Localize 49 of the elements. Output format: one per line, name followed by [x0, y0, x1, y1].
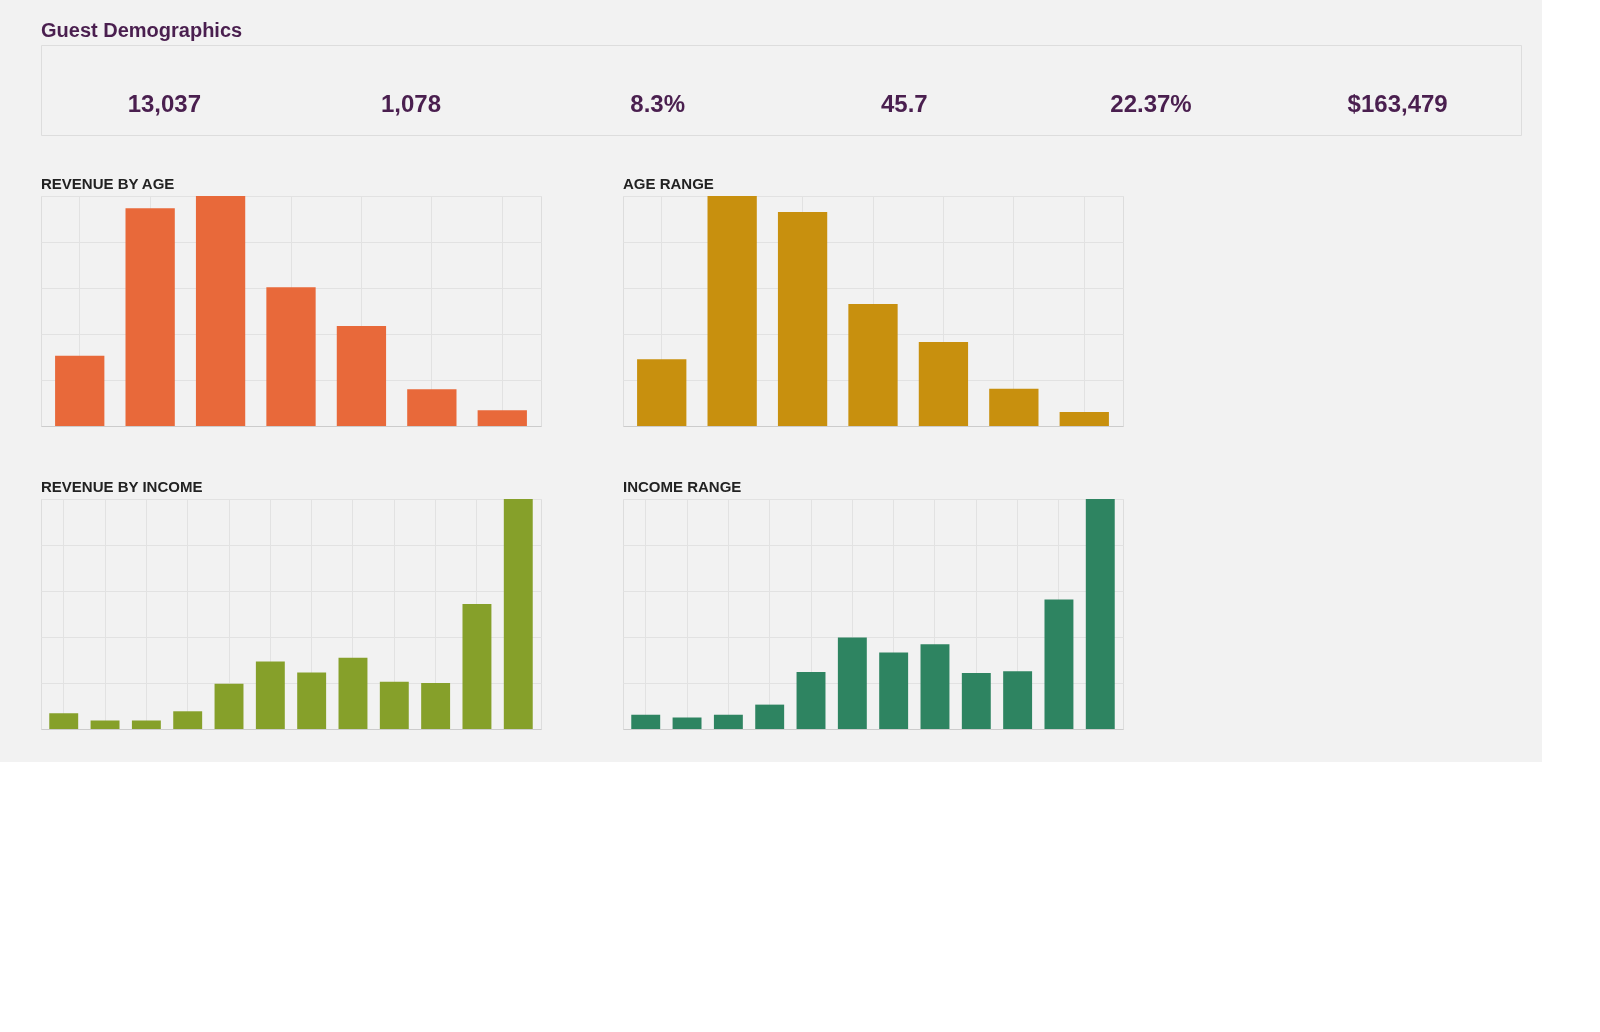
bar — [55, 355, 105, 426]
bar — [173, 711, 203, 729]
text: Guest Demographics — [41, 19, 243, 41]
bar — [1003, 671, 1033, 729]
bar — [989, 388, 1039, 426]
bar — [462, 604, 492, 729]
bar — [297, 672, 327, 729]
chart-title: REVENUE BY AGE — [41, 175, 175, 192]
bar — [713, 714, 743, 729]
bar — [195, 196, 246, 426]
bar — [477, 410, 527, 426]
bar — [672, 717, 702, 729]
bar — [503, 499, 533, 729]
chart-title: INCOME RANGE — [623, 478, 742, 495]
text: 13,037 — [127, 90, 202, 117]
bar — [707, 196, 757, 426]
bar — [631, 714, 661, 729]
bar — [1085, 499, 1115, 729]
bar — [90, 720, 120, 729]
text: 45.7 — [880, 90, 928, 117]
chart-title: REVENUE BY INCOME — [41, 478, 203, 495]
bar — [379, 681, 409, 729]
bar — [879, 652, 909, 729]
bar — [125, 208, 175, 426]
bar — [848, 304, 898, 426]
bar — [421, 683, 451, 729]
bar — [777, 212, 828, 426]
text: 1,078 — [380, 90, 442, 117]
chart-title: AGE RANGE — [623, 175, 714, 192]
bar — [214, 683, 244, 729]
bar — [131, 720, 161, 729]
bar — [637, 359, 687, 426]
bar — [918, 342, 969, 426]
bar — [796, 671, 826, 729]
bar — [266, 287, 316, 426]
bar — [755, 704, 785, 729]
text: 22.37% — [1110, 90, 1192, 117]
bar — [920, 644, 950, 729]
bar — [1059, 411, 1109, 426]
text: $163,479 — [1347, 90, 1448, 117]
bar — [336, 325, 387, 426]
bar — [49, 713, 79, 729]
bar — [407, 389, 457, 426]
text: 8.3% — [630, 90, 686, 117]
bar — [837, 637, 867, 729]
bar — [961, 672, 991, 729]
bar — [338, 657, 368, 729]
bar — [255, 661, 285, 729]
bar — [1044, 599, 1074, 729]
